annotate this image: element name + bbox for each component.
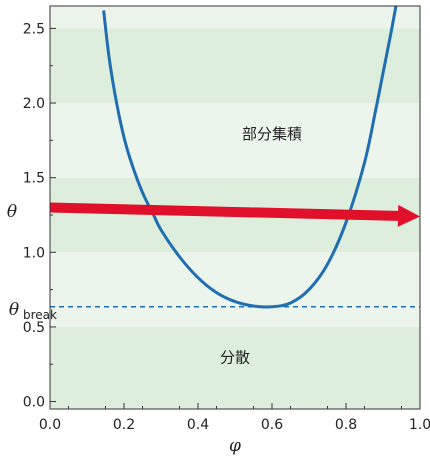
x-tick-label-3: 0.6	[261, 417, 283, 433]
red-arrow	[49, 202, 421, 227]
region-label-1: 分散	[220, 349, 250, 367]
band-5	[50, 6, 420, 29]
x-axis: 0.0 0.2 0.4 0.6 0.8 1.0	[39, 403, 430, 433]
plot-frame	[49, 5, 421, 410]
threshold-label-subscript: break	[23, 308, 57, 322]
y-axis: 0.0 0.5 1.0 1.5 2.0 2.5	[23, 21, 56, 411]
boundary-curve	[102, 6, 398, 309]
arrow-layer	[49, 202, 421, 227]
y-tick-label-4: 2.0	[23, 96, 45, 112]
x-tick-label-2: 0.4	[187, 417, 209, 433]
y-tick-label-0: 0.0	[23, 395, 45, 411]
y-tick-label-1: 0.5	[23, 320, 45, 336]
x-tick-label-4: 0.8	[335, 417, 357, 433]
x-axis-title: φ	[229, 436, 241, 456]
x-tick-label-5: 1.0	[409, 417, 430, 433]
y-axis-title: θ	[7, 202, 17, 222]
band-0	[50, 326, 420, 409]
y-tick-label-5: 2.5	[23, 21, 45, 37]
threshold-label: θ	[9, 300, 19, 320]
band-1	[50, 252, 420, 327]
curve-layer	[102, 6, 398, 309]
y-tick-label-2: 1.0	[23, 245, 45, 261]
x-tick-label-1: 0.2	[113, 417, 135, 433]
region-label-0: 部分集積	[242, 125, 302, 143]
band-3	[50, 103, 420, 178]
x-tick-label-0: 0.0	[39, 417, 61, 433]
y-tick-label-3: 1.5	[23, 171, 45, 187]
